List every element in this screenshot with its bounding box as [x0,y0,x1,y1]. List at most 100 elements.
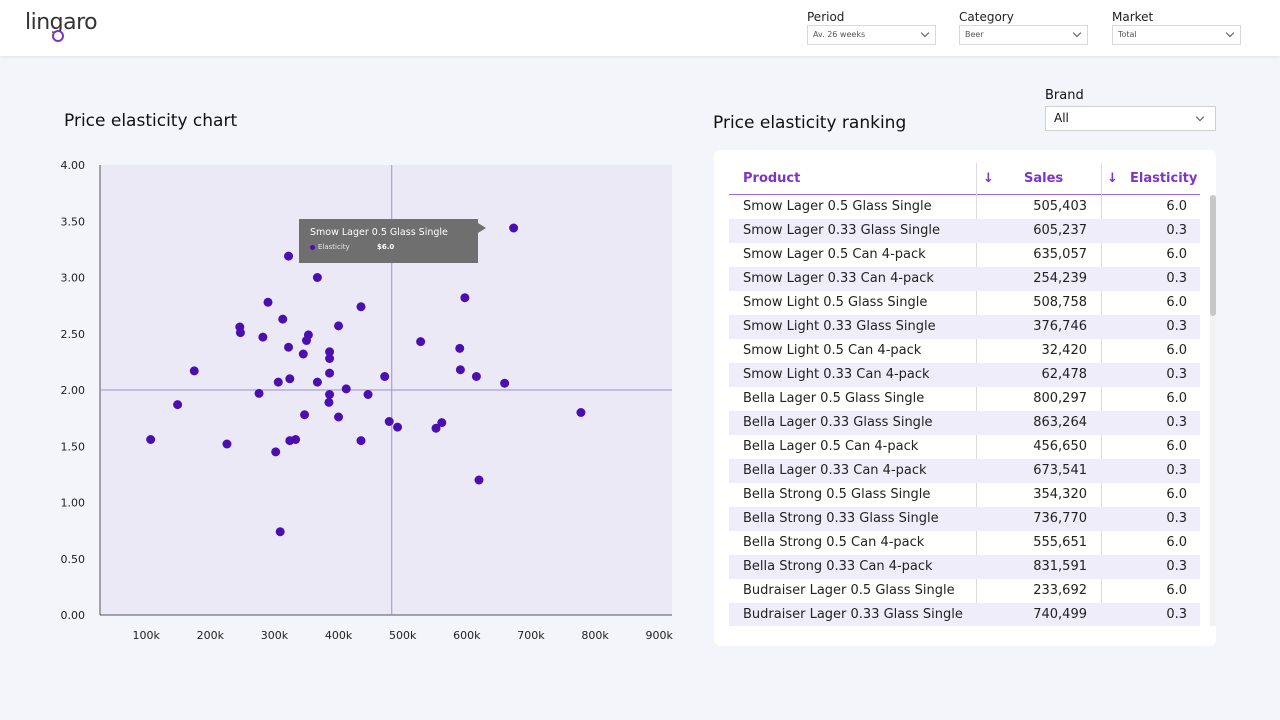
product-cell: Smow Light 0.5 Can 4-pack [743,343,922,358]
x-tick-label: 600k [453,629,481,642]
data-point[interactable] [437,418,447,428]
top-bar: lingaro Period Av. 26 weeks Category Bee… [0,0,1280,56]
period-filter: Period Av. 26 weeks [807,10,936,45]
table-row[interactable]: Smow Lager 0.5 Glass Single 505,403 6.0 [729,195,1200,219]
data-point[interactable] [341,384,351,394]
data-point[interactable] [146,435,156,444]
data-point[interactable] [324,397,334,407]
table-row[interactable]: Bella Strong 0.33 Can 4-pack 831,591 0.3 [729,555,1200,579]
product-cell: Smow Light 0.33 Glass Single [743,319,936,334]
data-point[interactable] [380,372,390,381]
data-point[interactable] [235,328,245,338]
table-row[interactable]: Bella Strong 0.5 Glass Single 354,320 6.0 [729,483,1200,507]
period-dropdown[interactable]: Av. 26 weeks [807,25,936,45]
product-cell: Smow Lager 0.33 Can 4-pack [743,271,934,286]
column-header-elasticity[interactable]: Elasticity [1130,171,1198,186]
market-value: Total [1118,30,1137,39]
data-point[interactable] [189,366,199,376]
data-point[interactable] [576,408,586,417]
data-point[interactable] [325,347,335,357]
data-point[interactable] [284,342,294,352]
data-point[interactable] [271,447,281,457]
data-point[interactable] [263,297,273,307]
table-scrollbar[interactable] [1210,195,1216,626]
data-point[interactable] [334,412,344,422]
table-row[interactable]: Bella Lager 0.5 Can 4-pack 456,650 6.0 [729,435,1200,459]
sort-arrow-down-icon[interactable]: ↓ [1107,171,1118,186]
data-point[interactable] [278,314,288,324]
table-row[interactable]: Smow Light 0.33 Glass Single 376,746 0.3 [729,315,1200,339]
data-point[interactable] [474,475,484,485]
sales-cell: 233,692 [1033,583,1087,598]
table-row[interactable]: Bella Strong 0.5 Can 4-pack 555,651 6.0 [729,531,1200,555]
data-point[interactable] [500,378,510,388]
table-row[interactable]: Smow Lager 0.33 Glass Single 605,237 0.3 [729,219,1200,243]
legend-dot-icon [310,245,315,250]
data-point[interactable] [384,417,394,426]
column-header-sales[interactable]: Sales [1024,171,1064,186]
product-cell: Smow Lager 0.33 Glass Single [743,223,940,238]
data-point[interactable] [471,372,481,381]
data-point[interactable] [325,354,335,363]
data-point[interactable] [254,388,264,398]
data-point[interactable] [356,436,366,446]
market-filter: Market Total [1112,10,1241,45]
market-dropdown[interactable]: Total [1112,25,1241,45]
chevron-down-icon [1225,28,1235,38]
data-point[interactable] [325,368,335,378]
product-cell: Bella Strong 0.33 Can 4-pack [743,559,933,574]
table-row[interactable]: Bella Lager 0.5 Glass Single 800,297 6.0 [729,387,1200,411]
table-row[interactable]: Bella Strong 0.33 Glass Single 736,770 0.3 [729,507,1200,531]
data-point[interactable] [285,436,295,446]
brand-dropdown[interactable]: All [1045,106,1216,131]
data-point[interactable] [300,410,310,420]
table-row[interactable]: Bella Lager 0.33 Can 4-pack 673,541 0.3 [729,459,1200,483]
data-point[interactable] [509,223,519,233]
data-point[interactable] [273,377,283,387]
data-point[interactable] [275,527,285,537]
sort-arrow-down-icon[interactable]: ↓ [983,171,994,186]
tooltip-title: Smow Lager 0.5 Glass Single [310,227,448,238]
data-point[interactable] [460,293,470,303]
elasticity-cell: 6.0 [1166,391,1187,406]
data-point[interactable] [455,365,465,375]
data-point[interactable] [334,321,344,331]
data-point[interactable] [284,251,294,261]
table-row[interactable]: Smow Light 0.33 Can 4-pack 62,478 0.3 [729,363,1200,387]
elasticity-cell: 6.0 [1166,583,1187,598]
column-header-product[interactable]: Product [743,171,801,186]
data-point[interactable] [258,332,268,342]
data-point[interactable] [356,302,366,312]
product-cell: Bella Lager 0.5 Can 4-pack [743,439,919,454]
data-point[interactable] [285,374,295,384]
table-row[interactable]: Budraiser Lager 0.33 Glass Single 740,499… [729,603,1200,626]
data-point[interactable] [298,349,308,359]
table-row[interactable]: Bella Lager 0.33 Glass Single 863,264 0.3 [729,411,1200,435]
table-row[interactable]: Budraiser Lager 0.5 Glass Single 233,692 6… [729,579,1200,603]
table-row[interactable]: Smow Lager 0.33 Can 4-pack 254,239 0.3 [729,267,1200,291]
data-point[interactable] [173,400,183,410]
sales-cell: 736,770 [1033,511,1087,526]
data-point[interactable] [455,343,465,353]
data-point[interactable] [325,390,335,399]
elasticity-cell: 6.0 [1166,535,1187,550]
data-point[interactable] [393,422,403,432]
elasticity-cell: 6.0 [1166,247,1187,262]
table-row[interactable]: Smow Lager 0.5 Can 4-pack 635,057 6.0 [729,243,1200,267]
tooltip-key: Elasticity [318,243,350,251]
data-point[interactable] [363,390,373,399]
lingaro-logo[interactable]: lingaro [25,10,105,46]
brand-value: All [1054,111,1069,125]
period-value: Av. 26 weeks [813,30,866,39]
data-point[interactable] [312,377,322,387]
data-point[interactable] [416,337,426,347]
sales-cell: 555,651 [1033,535,1087,550]
data-point[interactable] [431,423,441,433]
data-point[interactable] [312,273,322,282]
table-row[interactable]: Smow Light 0.5 Glass Single 508,758 6.0 [729,291,1200,315]
table-row[interactable]: Smow Light 0.5 Can 4-pack 32,420 6.0 [729,339,1200,363]
scrollbar-thumb[interactable] [1210,195,1216,316]
data-point[interactable] [222,439,232,449]
data-point[interactable] [301,336,311,345]
category-dropdown[interactable]: Beer [959,25,1088,45]
